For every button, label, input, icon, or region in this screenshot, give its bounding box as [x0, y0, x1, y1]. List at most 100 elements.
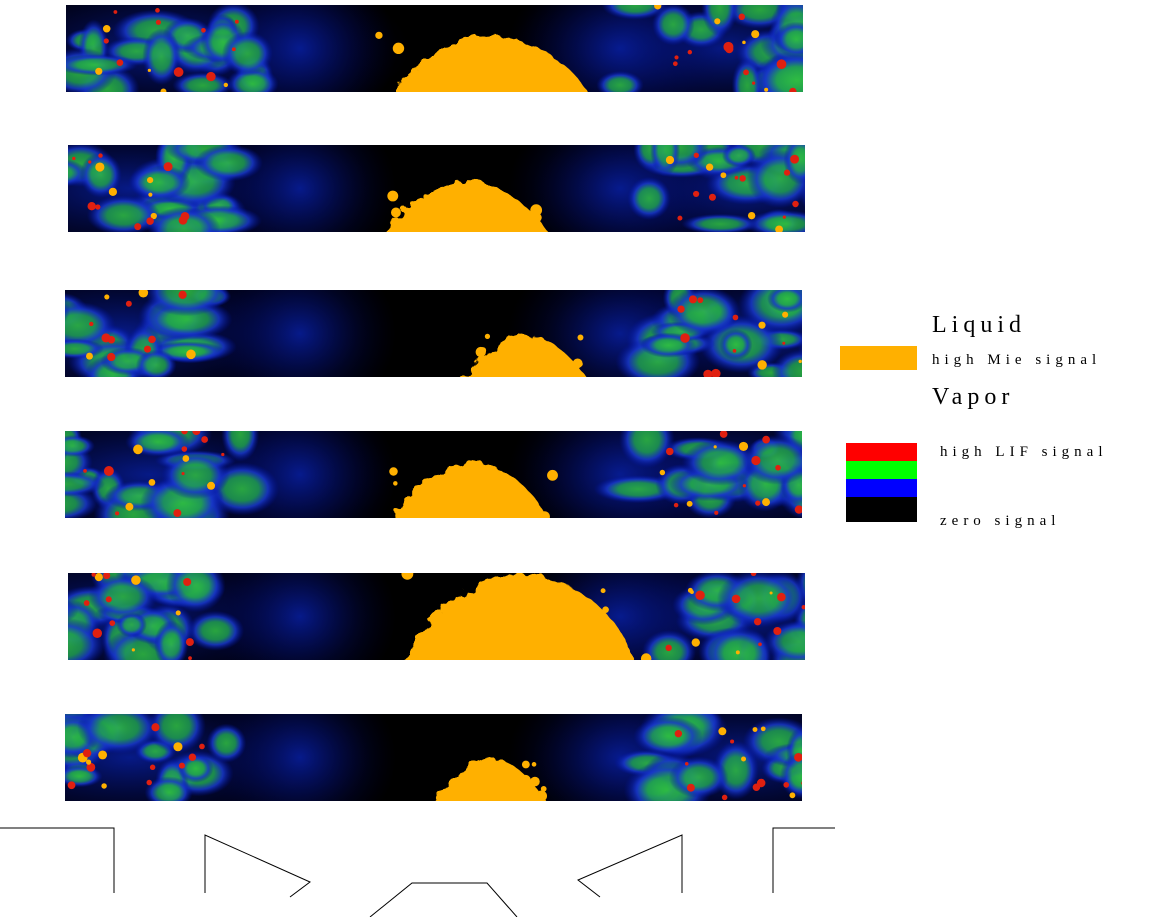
liquid-droplet: [471, 625, 480, 634]
liquid-droplet: [148, 193, 152, 197]
vapor-hot-spot: [235, 20, 239, 24]
liquid-droplet: [526, 793, 535, 802]
liquid-droplet: [487, 767, 496, 776]
liquid-droplet: [393, 43, 404, 54]
vapor-hot-spot: [173, 509, 181, 517]
liquid-droplet: [103, 25, 111, 33]
vapor-hot-spot: [126, 301, 132, 307]
liquid-droplet: [748, 212, 755, 219]
vapor-cloud: [682, 214, 760, 234]
vapor-hot-spot: [95, 204, 100, 209]
vapor-hot-spot: [144, 346, 151, 353]
vapor-hot-spot: [150, 765, 155, 770]
liquid-droplet: [688, 588, 693, 593]
liquid-droplet: [474, 214, 484, 224]
vapor-hot-spot: [201, 436, 208, 443]
liquid-droplet: [739, 442, 748, 451]
liquid-droplet: [522, 761, 530, 769]
vapor-hot-spot: [84, 600, 90, 606]
vapor-hot-spot: [206, 72, 215, 81]
liquid-droplet: [182, 455, 189, 462]
vapor-hot-spot: [752, 82, 755, 85]
liquid-droplet: [389, 467, 398, 476]
liquid-droplet: [687, 501, 693, 507]
liquid-droplet: [524, 373, 529, 378]
liquid-droplet: [536, 790, 547, 801]
vapor-cloud: [767, 285, 807, 312]
vapor-hot-spot: [723, 42, 733, 52]
liquid-droplet: [375, 32, 382, 39]
vapor-cloud: [51, 435, 95, 457]
liquid-droplet: [101, 783, 106, 788]
vapor-hot-spot: [88, 160, 91, 163]
image-strip: [0, 388, 938, 562]
vapor-hot-spot: [68, 781, 76, 789]
legend-vapor-high: high LIF signal: [940, 444, 1108, 460]
liquid-droplet: [504, 792, 511, 799]
vapor-cloud: [3, 146, 57, 167]
vapor-hot-spot: [813, 657, 817, 661]
liquid-droplet: [86, 353, 93, 360]
vapor-hot-spot: [694, 153, 699, 158]
vapor-cloud: [633, 716, 702, 756]
liquid-droplet: [621, 647, 628, 654]
vapor-hot-spot: [201, 28, 206, 33]
vapor-hot-spot: [795, 505, 803, 513]
vapor-hot-spot: [687, 784, 695, 792]
vapor-cloud: [36, 431, 68, 469]
vapor-cloud: [3, 595, 79, 626]
vapor-hot-spot: [108, 336, 115, 343]
vapor-hot-spot: [722, 795, 728, 801]
vapor-hot-spot: [754, 618, 761, 625]
liquid-droplet: [86, 760, 91, 765]
vapor-cloud: [38, 459, 68, 500]
vapor-hot-spot: [782, 342, 785, 345]
vapor-cloud: [627, 177, 670, 220]
vapor-hot-spot: [802, 605, 806, 609]
legend-swatch-black: [846, 497, 917, 522]
vapor-cloud: [77, 701, 161, 754]
liquid-droplet: [147, 177, 153, 183]
vapor-hot-spot: [757, 779, 766, 788]
liquid-droplet: [131, 575, 140, 584]
liquid-droplet: [706, 163, 713, 170]
vapor-hot-spot: [805, 323, 811, 329]
vapor-cloud: [801, 712, 869, 772]
liquid-droplet: [799, 360, 802, 363]
liquid-droplet: [532, 762, 537, 767]
vapor-cloud: [144, 267, 229, 316]
liquid-droplet: [207, 482, 215, 490]
vapor-hot-spot: [739, 14, 745, 20]
liquid-droplet: [764, 88, 768, 92]
liquid-droplet: [606, 643, 617, 654]
vapor-hot-spot: [714, 511, 718, 515]
vapor-hot-spot: [188, 656, 192, 660]
vapor-hot-spot: [151, 723, 159, 731]
vapor-hot-spot: [117, 59, 124, 66]
liquid-droplet: [412, 203, 422, 213]
vapor-cloud: [719, 329, 752, 360]
outline-right-valve: [578, 835, 682, 897]
image-strip: [0, 247, 963, 421]
vapor-hot-spot: [790, 155, 799, 164]
vapor-hot-spot: [665, 645, 671, 651]
vapor-hot-spot: [743, 69, 749, 75]
vapor-cloud: [765, 742, 846, 768]
vapor-hot-spot: [677, 216, 682, 221]
vapor-cloud: [56, 766, 102, 788]
vapor-hot-spot: [677, 305, 684, 312]
vapor-hot-spot: [709, 194, 716, 201]
liquid-droplet: [547, 470, 558, 481]
vapor-cloud: [814, 726, 844, 766]
vapor-cloud: [784, 135, 818, 184]
vapor-cloud: [669, 756, 729, 798]
vapor-cloud: [206, 724, 246, 763]
liquid-droplet: [393, 481, 397, 485]
vapor-cloud: [814, 135, 849, 165]
vapor-hot-spot: [720, 430, 728, 438]
vapor-haze: [508, 102, 732, 276]
liquid-droplet: [95, 162, 104, 171]
liquid-droplet: [149, 479, 156, 486]
liquid-droplet: [751, 30, 759, 38]
vapor-cloud: [19, 769, 61, 796]
